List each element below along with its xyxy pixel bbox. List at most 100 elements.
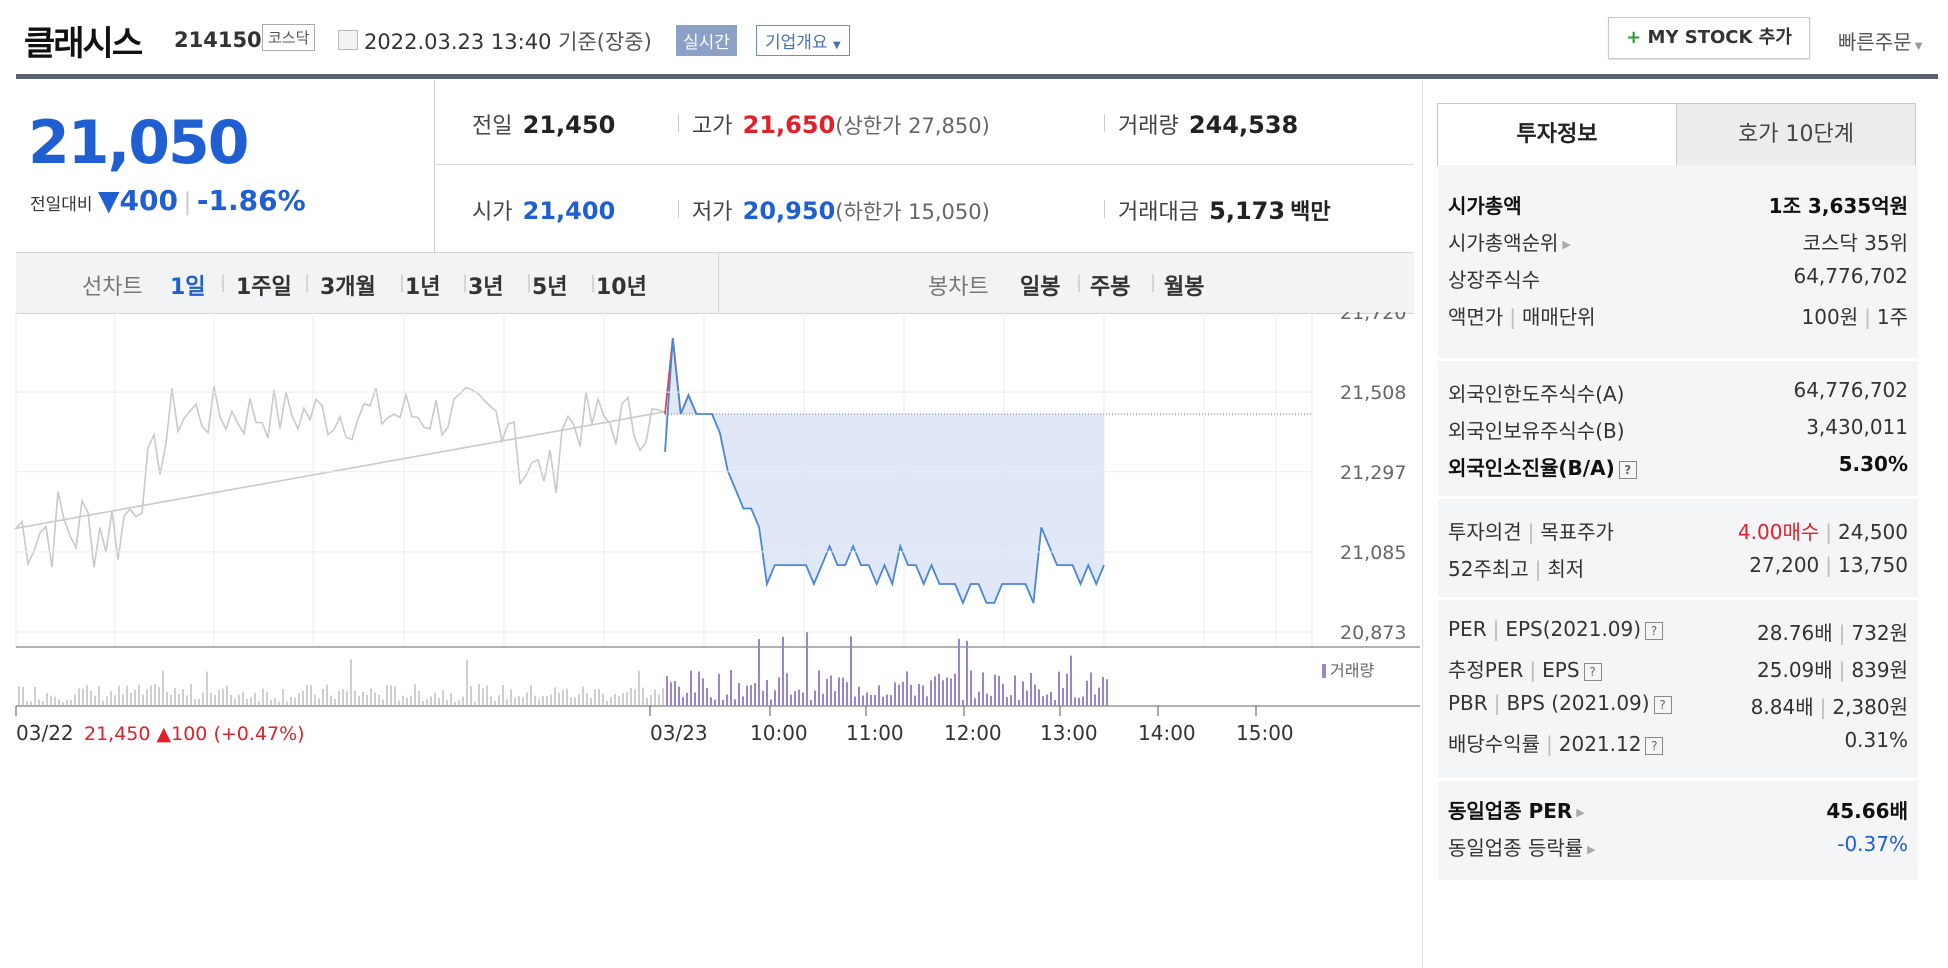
corp-overview-dropdown[interactable]: 기업개요 ▼	[756, 25, 850, 56]
volume-bar	[878, 685, 880, 706]
volume-bar	[194, 699, 196, 706]
volume-bar	[626, 692, 628, 706]
plot-frame	[15, 312, 1313, 648]
volume-bar	[602, 693, 604, 706]
volume-bar	[482, 688, 484, 706]
realtime-badge[interactable]: 실시간	[676, 25, 737, 56]
info-value: 5.30%	[1838, 452, 1908, 476]
volume-bar	[270, 700, 272, 706]
volume-bar	[330, 695, 332, 706]
volume-bar	[914, 695, 916, 706]
tab-invest-info[interactable]: 투자정보	[1437, 103, 1677, 166]
volume-bar	[1014, 675, 1016, 706]
price-change: 전일대비 ▼400 | -1.86%	[30, 184, 306, 217]
x-tick-label: 03/22	[16, 721, 74, 745]
volume-bar	[18, 686, 20, 706]
info-key: 액면가 | 매매단위	[1448, 305, 1596, 329]
open-price: 시가 21,400	[472, 194, 615, 226]
info-value: 8.84배 | 2,380원	[1750, 695, 1908, 719]
volume-bar	[850, 636, 852, 706]
volume-bar	[66, 700, 68, 706]
calendar-icon[interactable]	[338, 30, 358, 50]
period-5y[interactable]: 5년	[532, 275, 568, 300]
compare-label: 전일대비	[30, 195, 93, 215]
volume-bar	[1010, 695, 1012, 706]
info-group-divider	[1438, 778, 1918, 781]
volume-bar	[1058, 671, 1060, 706]
volume-bar	[266, 692, 268, 706]
volume-bar	[434, 692, 436, 706]
volume-bar	[158, 687, 160, 706]
candle-monthly[interactable]: 월봉	[1164, 275, 1205, 300]
candle-daily[interactable]: 일봉	[1020, 275, 1061, 300]
volume-bar	[166, 692, 168, 706]
volume-bar	[582, 686, 584, 706]
volume-bar	[342, 689, 344, 706]
volume-bar	[154, 684, 156, 706]
info-key: 투자의견 | 목표주가	[1448, 520, 1614, 544]
x-tick-label: 10:00	[750, 721, 808, 745]
volume-bar	[1090, 672, 1092, 706]
volume-bar	[378, 695, 380, 706]
volume-bar	[954, 673, 956, 706]
volume-bar	[238, 694, 240, 706]
period-3y[interactable]: 3년	[468, 275, 504, 300]
quick-order-dropdown[interactable]: 빠른주문 ▼	[1838, 26, 1922, 55]
volume-bar	[1050, 691, 1052, 706]
volume-bar	[146, 689, 148, 706]
sep	[678, 200, 679, 218]
quote-datetime: 2022.03.23 13:40 기준(장중)	[364, 26, 652, 56]
add-mystock-button[interactable]: + MY STOCK 추가	[1608, 17, 1810, 59]
open-label: 시가	[472, 200, 513, 225]
candle-chart-label: 봉차트	[928, 275, 989, 300]
datetime-text: 2022.03.23 13:40	[364, 30, 552, 54]
volume-bar	[254, 692, 256, 706]
volume-bar	[510, 689, 512, 706]
volume-bar	[666, 676, 668, 706]
volume-bar	[218, 690, 220, 706]
volume-bar	[466, 659, 468, 706]
prev-day-price-line	[13, 386, 667, 568]
volume-bar	[206, 671, 208, 706]
volume-bar	[462, 696, 464, 706]
volume-bar	[542, 696, 544, 706]
volume-bar	[926, 696, 928, 706]
volume-bar	[978, 691, 980, 706]
volume-bar	[862, 695, 864, 706]
tab-orderbook[interactable]: 호가 10단계	[1676, 103, 1916, 167]
volume-bar	[930, 680, 932, 706]
volume-bar	[630, 687, 632, 706]
info-value: -0.37%	[1837, 832, 1908, 856]
volume-legend-swatch	[1322, 664, 1326, 678]
candle-weekly[interactable]: 주봉	[1090, 275, 1131, 300]
volume-bar	[410, 695, 412, 706]
volume-bar	[102, 700, 104, 706]
volume-bar	[518, 696, 520, 706]
volume-bar	[326, 684, 328, 706]
volume-bar	[30, 701, 32, 706]
volume-bar	[178, 694, 180, 706]
y-tick-label: 21,085	[1340, 542, 1406, 564]
price-chart[interactable]: 21,720 21,508 21,297 21,085 20,873 거래량 03/22…	[0, 312, 1420, 968]
volume-bar	[866, 692, 868, 706]
volume-bar	[46, 693, 48, 706]
volume-bar	[722, 699, 724, 706]
period-1y[interactable]: 1년	[405, 275, 441, 300]
volume: 거래량 244,538	[1118, 108, 1298, 140]
volume-bar	[290, 696, 292, 706]
period-1w[interactable]: 1주일	[236, 275, 292, 300]
volume-bar	[766, 680, 768, 706]
volume-bar	[310, 684, 312, 706]
volume-bar	[1038, 689, 1040, 706]
volume-bar	[126, 685, 128, 706]
volume-bar	[778, 677, 780, 706]
period-1d[interactable]: 1일	[170, 275, 206, 300]
amount-unit: 백만	[1290, 200, 1331, 225]
volume-bar	[646, 697, 648, 706]
volume-bar	[650, 695, 652, 706]
period-10y[interactable]: 10년	[596, 275, 647, 300]
volume-bar	[750, 685, 752, 706]
volume-bar	[250, 697, 252, 706]
period-3m[interactable]: 3개월	[320, 275, 376, 300]
volume-bar	[534, 695, 536, 706]
